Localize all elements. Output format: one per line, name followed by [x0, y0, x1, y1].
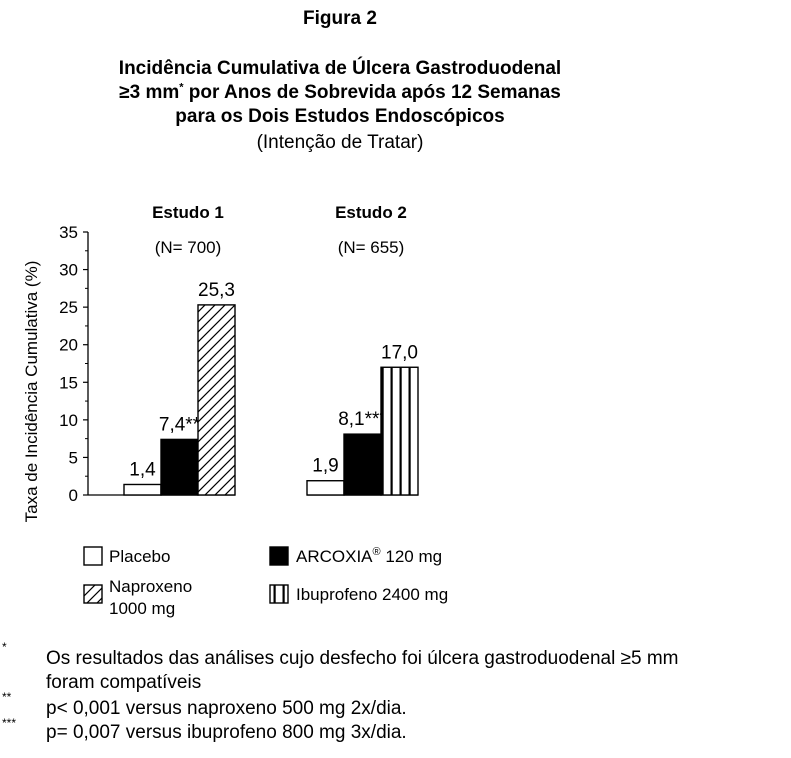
bar	[123, 483, 162, 496]
y-tick-label: 0	[69, 486, 78, 505]
group-n-label: (N= 700)	[155, 238, 222, 257]
y-tick-label: 10	[59, 411, 78, 430]
legend-swatch	[269, 546, 289, 566]
y-tick-label: 25	[59, 298, 78, 317]
footnote-text: p= 0,007 versus ibuprofeno 800 mg 3x/dia…	[46, 722, 407, 743]
data-label: 7,4**	[159, 414, 201, 435]
bar	[306, 480, 345, 496]
y-tick-label: 20	[59, 336, 78, 355]
legend-label: ARCOXIA® 120 mg	[296, 546, 442, 566]
title-footnote-mark: *	[179, 81, 184, 94]
y-tick-label: 35	[59, 223, 78, 242]
group-title: Estudo 2	[335, 203, 407, 222]
legend-swatch	[83, 584, 103, 604]
legend-label: Placebo	[109, 547, 170, 566]
legend-label: Ibuprofeno 2400 mg	[296, 585, 448, 604]
footnote-mark: *	[2, 640, 7, 654]
footnote-mark: ***	[2, 716, 17, 730]
chart-title-line-3: para os Dois Estudos Endoscópicos	[175, 106, 505, 127]
footnote-text: foram compatíveis	[46, 672, 202, 693]
chart-title-line-1: Incidência Cumulativa de Úlcera Gastrodu…	[118, 58, 562, 79]
footnote-text: p< 0,001 versus naproxeno 500 mg 2x/dia.	[46, 698, 407, 719]
title-line2-suffix: por Anos de Sobrevida após 12 Semanas	[183, 82, 561, 103]
data-label: 1,9	[312, 456, 338, 477]
y-tick-label: 30	[59, 261, 78, 280]
chart-subtitle: (Intenção de Tratar)	[256, 132, 424, 153]
data-label: 8,1***	[338, 409, 387, 430]
chart-title-line-2: ≥3 mm* por Anos de Sobrevida após 12 Sem…	[0, 82, 680, 104]
data-label: 17,0	[381, 342, 418, 363]
bar	[343, 433, 382, 496]
y-tick-label: 15	[59, 373, 78, 392]
data-label: 25,3	[198, 280, 235, 301]
title-line2-prefix: ≥3 mm	[119, 82, 180, 103]
footnote-mark: **	[2, 690, 12, 704]
group-n-label: (N= 655)	[338, 238, 405, 257]
legend-swatch	[83, 546, 103, 566]
legend-label: Naproxeno	[109, 577, 192, 596]
group-title: Estudo 1	[152, 203, 224, 222]
data-label: 1,4	[129, 459, 156, 480]
figure-label: Figura 2	[303, 8, 377, 29]
legend-label-line2: 1000 mg	[109, 599, 175, 618]
bar	[197, 304, 236, 496]
bar	[380, 366, 419, 496]
y-axis-label: Taxa de Incidência Cumulativa (%)	[22, 261, 41, 523]
footnote-text: Os resultados das análises cujo desfecho…	[46, 648, 679, 669]
legend-swatch	[269, 584, 289, 604]
bar	[160, 438, 199, 496]
y-tick-label: 5	[69, 448, 78, 467]
bar-chart: 0 5 10 15 20 25 30 35 Taxa de Incidência Cumulat…	[22, 203, 448, 618]
